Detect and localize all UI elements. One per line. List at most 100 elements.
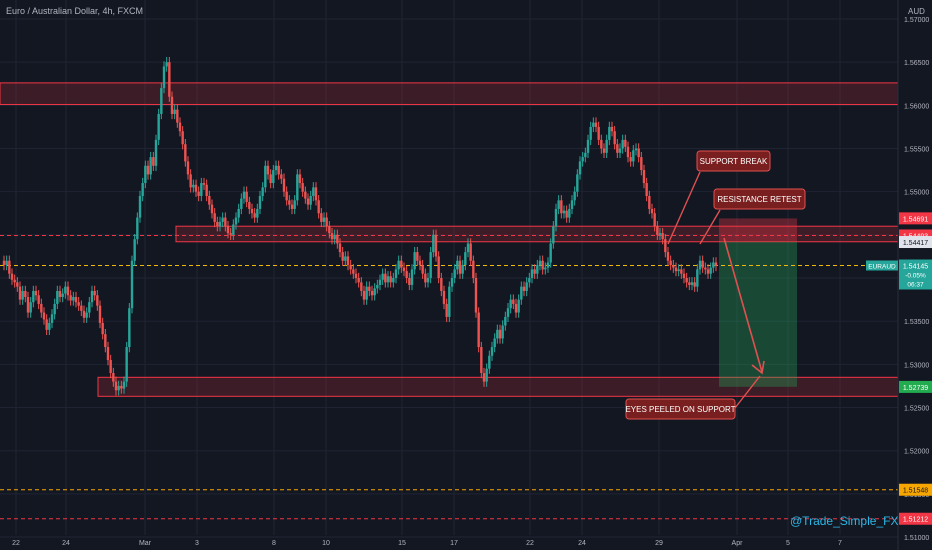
- candle-body: [197, 191, 200, 196]
- annotation-eyes-peeled[interactable]: EYES PEELED ON SUPPORT: [625, 398, 736, 420]
- candle-body: [477, 312, 480, 348]
- candle-body: [173, 109, 176, 114]
- x-tick-label: 29: [655, 540, 663, 547]
- candle-body: [101, 322, 104, 335]
- candle-body: [21, 290, 24, 300]
- annotation-resistance-retest[interactable]: RESISTANCE RETEST: [713, 188, 806, 210]
- target-tag-label: 1.52739: [903, 385, 928, 392]
- x-tick-label: 24: [62, 540, 70, 547]
- eyes-peeled-label: EYES PEELED ON SUPPORT: [625, 405, 735, 414]
- candle-body: [394, 269, 398, 279]
- candle-body: [130, 260, 134, 309]
- candle-body: [378, 279, 382, 285]
- symbol-tag-label: EURAUD: [868, 264, 896, 271]
- candle-body: [709, 267, 712, 274]
- candle-body: [157, 113, 160, 140]
- candle-body: [336, 234, 339, 244]
- candle-body: [261, 187, 264, 196]
- candle-body: [74, 297, 78, 303]
- candle-body: [82, 310, 86, 318]
- y-tick-label: 1.56500: [904, 60, 929, 67]
- candle-body: [258, 195, 262, 209]
- candle-body: [285, 191, 288, 201]
- candle-body: [418, 260, 422, 266]
- annotation-support-break[interactable]: SUPPORT BREAK: [696, 150, 771, 172]
- candle-body: [125, 347, 128, 382]
- candle-body: [280, 174, 283, 179]
- candle-body: [381, 273, 384, 280]
- candle-body: [370, 290, 374, 296]
- candle-body: [445, 303, 448, 317]
- candle-body: [533, 269, 536, 274]
- candle-body: [392, 278, 395, 283]
- y-tick-label: 1.55500: [904, 147, 929, 154]
- candle-body: [432, 234, 435, 253]
- candle-body: [573, 191, 576, 201]
- candle-body: [528, 278, 531, 283]
- candle-body: [357, 278, 360, 283]
- candle-body: [122, 381, 126, 389]
- candle-body: [42, 312, 46, 320]
- candle-body: [450, 278, 454, 287]
- target-tag-bg: [899, 380, 932, 393]
- time-axis: 22 24 Mar 3 8 10 15 17 22 24 29 Apr 5 7: [12, 540, 842, 547]
- candle-body: [290, 204, 294, 209]
- candle-body: [162, 66, 166, 89]
- candle-body: [469, 243, 472, 261]
- countdown-label: 06:37: [907, 282, 924, 289]
- red-level-tag-label: 1.51212: [903, 517, 928, 524]
- candle-body: [320, 213, 323, 222]
- x-tick-label: 3: [195, 540, 199, 547]
- candle-body: [138, 195, 142, 218]
- candle-body: [242, 191, 246, 199]
- candle-body: [424, 273, 427, 283]
- candle-body: [568, 208, 571, 218]
- candle-body: [610, 126, 614, 132]
- candle-body: [317, 200, 320, 214]
- candle-body: [160, 88, 163, 114]
- candle-body: [165, 62, 168, 67]
- candle-body: [653, 213, 656, 227]
- candle-body: [237, 208, 240, 218]
- candle-body: [453, 269, 456, 279]
- candle-body: [77, 302, 80, 306]
- entry-tag-bg: [899, 236, 932, 249]
- candle-body: [328, 226, 331, 234]
- candle-body: [410, 269, 414, 285]
- candle-body: [674, 267, 678, 272]
- support-break-label: SUPPORT BREAK: [700, 157, 768, 166]
- candle-body: [594, 122, 598, 127]
- candle-body: [34, 290, 38, 296]
- candle-body: [216, 221, 219, 227]
- candle-body: [600, 139, 603, 149]
- candle-body: [701, 260, 704, 268]
- candle-body: [682, 273, 686, 279]
- horizontal-levels: [0, 234, 898, 520]
- candle-body: [376, 284, 379, 289]
- candle-body: [402, 267, 406, 272]
- candle-body: [58, 290, 62, 298]
- candle-body: [362, 290, 366, 300]
- annotation-arrows: [667, 171, 765, 409]
- candle-body: [664, 239, 667, 253]
- arrow-projection: [723, 237, 763, 373]
- candle-body: [688, 282, 691, 285]
- candle-body: [32, 290, 35, 303]
- candle-body: [466, 243, 470, 253]
- candle-body: [389, 276, 392, 283]
- candle-body: [480, 347, 483, 373]
- candle-body: [40, 303, 43, 313]
- candle-body: [661, 233, 664, 240]
- candle-body: [144, 165, 147, 184]
- candle-body: [448, 286, 451, 317]
- candle-body: [562, 210, 566, 214]
- candle-body: [586, 139, 590, 153]
- candle-body: [458, 260, 462, 274]
- candle-body: [346, 256, 350, 266]
- candle-body: [48, 322, 51, 330]
- candle-body: [413, 252, 416, 270]
- candle-body: [266, 165, 270, 175]
- candle-body: [680, 269, 683, 274]
- candle-body: [309, 195, 312, 205]
